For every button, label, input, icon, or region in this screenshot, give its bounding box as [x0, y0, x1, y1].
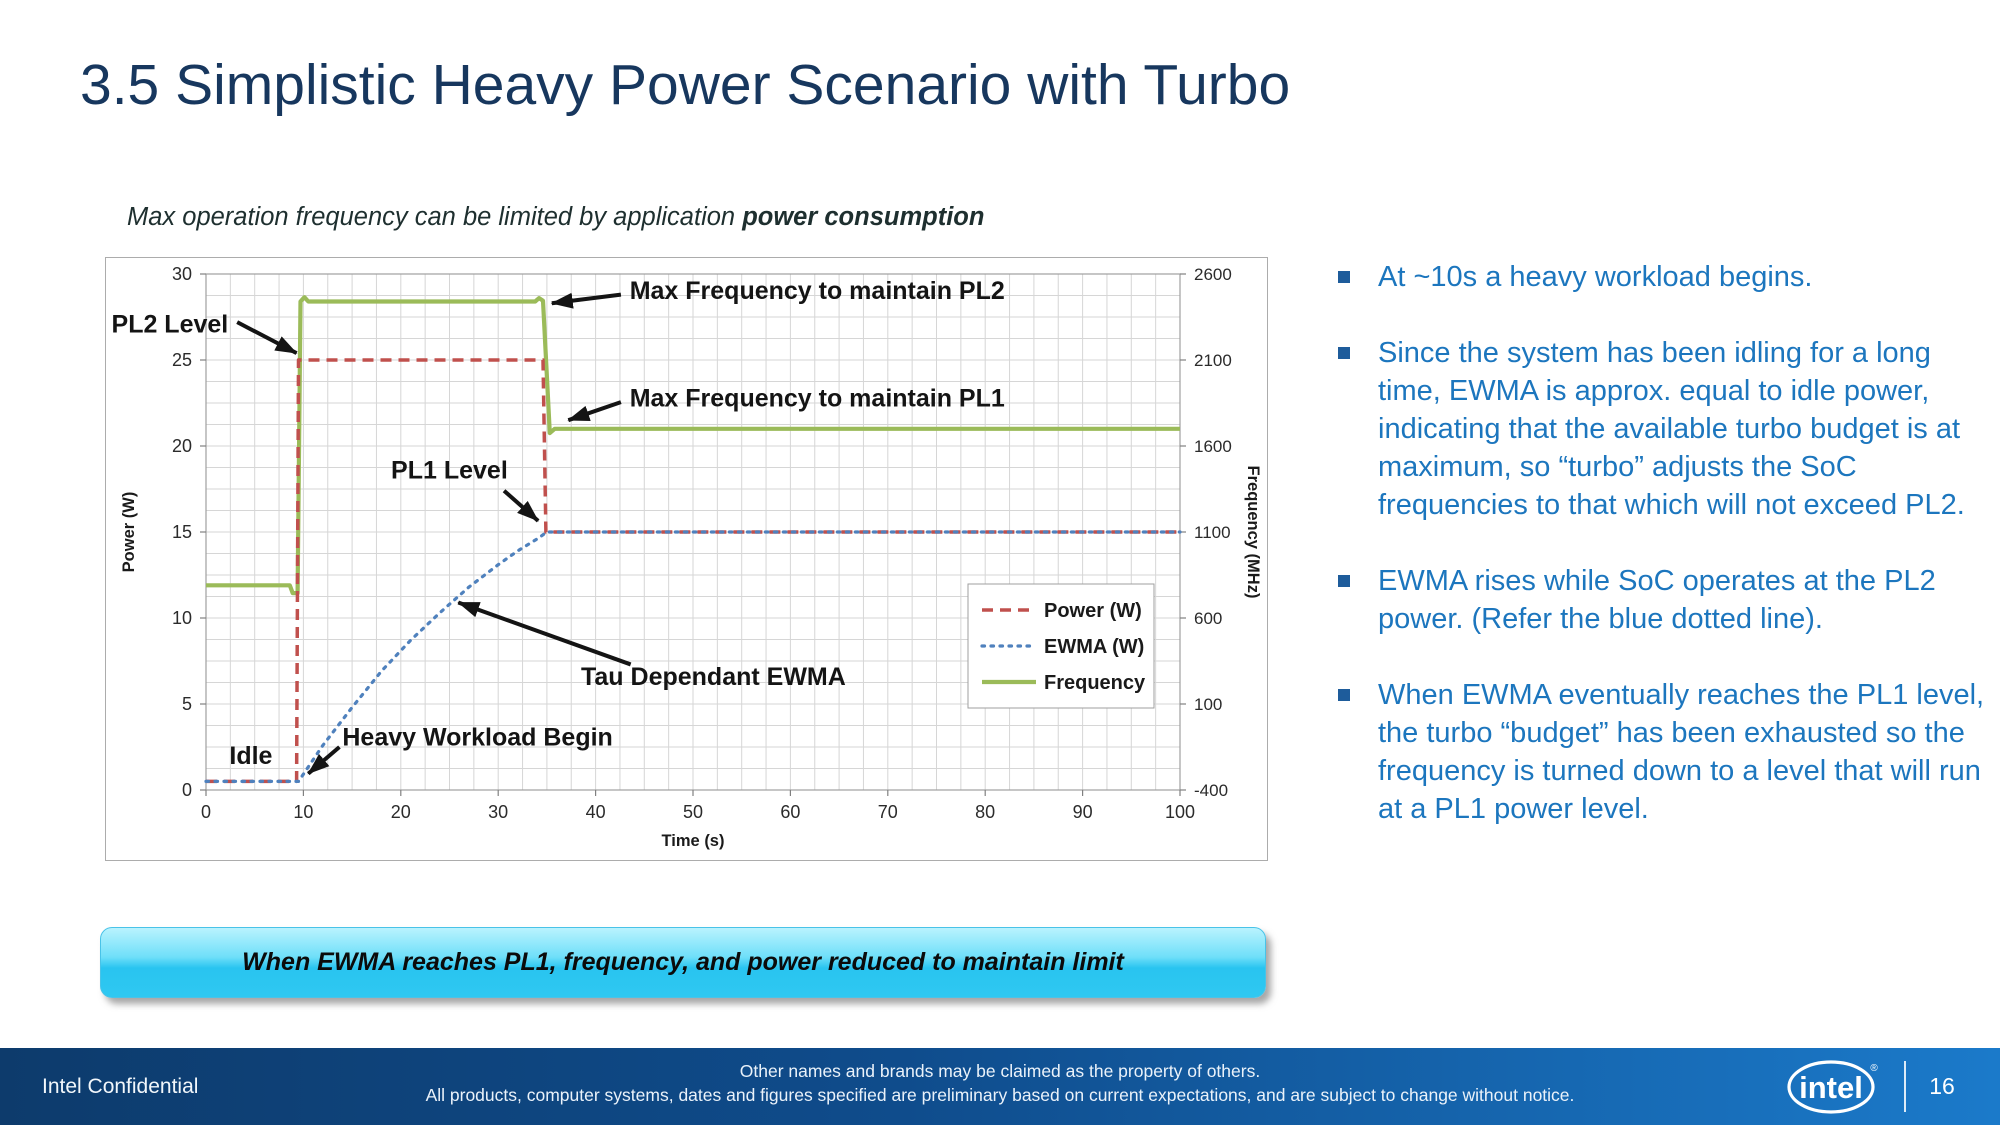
bullet-text: EWMA rises while SoC operates at the PL2… — [1378, 565, 1936, 635]
svg-text:Power (W): Power (W) — [1044, 600, 1142, 622]
page-title: 3.5 Simplistic Heavy Power Scenario with… — [80, 53, 1291, 117]
bullet-item: Since the system has been idling for a l… — [1338, 334, 1990, 524]
svg-text:Heavy Workload Begin: Heavy Workload Begin — [342, 723, 612, 751]
svg-text:1100: 1100 — [1194, 523, 1231, 542]
svg-text:1600: 1600 — [1194, 437, 1232, 456]
svg-text:10: 10 — [172, 608, 192, 628]
svg-text:600: 600 — [1194, 609, 1222, 628]
svg-text:20: 20 — [391, 802, 411, 822]
footer-bar: Intel Confidential Other names and brand… — [0, 1048, 2000, 1125]
svg-text:2100: 2100 — [1194, 351, 1232, 370]
svg-text:Tau Dependant EWMA: Tau Dependant EWMA — [581, 663, 846, 691]
svg-text:100: 100 — [1194, 695, 1222, 714]
bullet-square-icon — [1338, 689, 1350, 701]
svg-text:80: 80 — [975, 802, 995, 822]
bullet-square-icon — [1338, 347, 1350, 359]
svg-text:25: 25 — [172, 350, 192, 370]
svg-text:50: 50 — [683, 802, 703, 822]
svg-text:30: 30 — [172, 264, 192, 284]
svg-text:-400: -400 — [1194, 781, 1228, 800]
svg-text:5: 5 — [182, 694, 192, 714]
svg-text:70: 70 — [878, 802, 898, 822]
bullet-square-icon — [1338, 575, 1350, 587]
svg-text:Frequency (MHz): Frequency (MHz) — [1244, 466, 1262, 599]
svg-text:90: 90 — [1073, 802, 1093, 822]
svg-text:20: 20 — [172, 436, 192, 456]
key-message-banner: When EWMA reaches PL1, frequency, and po… — [100, 927, 1266, 998]
svg-text:15: 15 — [172, 522, 192, 542]
bullet-square-icon — [1338, 271, 1350, 283]
svg-text:0: 0 — [201, 802, 211, 822]
svg-text:2600: 2600 — [1194, 265, 1232, 284]
svg-text:PL1 Level: PL1 Level — [391, 457, 508, 485]
bullet-item: At ~10s a heavy workload begins. — [1338, 258, 1990, 296]
slide-subtitle: Max operation frequency can be limited b… — [127, 203, 984, 232]
svg-text:Max Frequency to maintain PL1: Max Frequency to maintain PL1 — [630, 384, 1005, 412]
svg-text:40: 40 — [586, 802, 606, 822]
bullet-text: Since the system has been idling for a l… — [1378, 337, 1965, 521]
svg-text:100: 100 — [1165, 802, 1195, 822]
bullet-text: At ~10s a heavy workload begins. — [1378, 261, 1813, 293]
intel-logo-text: intel — [1799, 1070, 1863, 1105]
svg-text:Max Frequency to maintain PL2: Max Frequency to maintain PL2 — [630, 277, 1005, 305]
subtitle-plain: Max operation frequency can be limited b… — [127, 203, 743, 231]
bullet-text: When EWMA eventually reaches the PL1 lev… — [1378, 679, 1985, 825]
bullet-list: At ~10s a heavy workload begins. Since t… — [1338, 258, 1990, 866]
chart-svg: 0 10 20 30 40 50 60 70 80 90 100 Time (s) 0 5 10 15 20 25… — [112, 264, 1262, 850]
svg-text:PL2 Level: PL2 Level — [112, 310, 229, 338]
svg-text:10: 10 — [293, 802, 313, 822]
banner-text: When EWMA reaches PL1, frequency, and po… — [242, 948, 1124, 976]
svg-text:0: 0 — [182, 780, 192, 800]
bullet-item: EWMA rises while SoC operates at the PL2… — [1338, 562, 1990, 638]
intel-logo: intel ® — [1787, 1060, 1878, 1114]
svg-text:Idle: Idle — [229, 742, 272, 770]
svg-text:Frequency: Frequency — [1044, 672, 1146, 694]
power-frequency-chart: 0 10 20 30 40 50 60 70 80 90 100 Time (s) 0 5 10 15 20 25… — [105, 257, 1268, 861]
svg-text:Time (s): Time (s) — [662, 832, 725, 850]
svg-text:Power (W): Power (W) — [120, 492, 138, 573]
intel-confidential-label: Intel Confidential — [42, 1074, 199, 1098]
svg-text:30: 30 — [488, 802, 508, 822]
footer-disclaimer-line2: All products, computer systems, dates an… — [425, 1085, 1575, 1105]
footer-disclaimer: Other names and brands may be claimed as… — [0, 1059, 2000, 1107]
svg-text:60: 60 — [780, 802, 800, 822]
bullet-item: When EWMA eventually reaches the PL1 lev… — [1338, 676, 1990, 828]
subtitle-bold: power consumption — [742, 203, 985, 231]
page-number: 16 — [1929, 1073, 1955, 1099]
footer-disclaimer-line1: Other names and brands may be claimed as… — [739, 1061, 1261, 1081]
svg-text:EWMA (W): EWMA (W) — [1044, 636, 1144, 658]
footer-divider — [1904, 1061, 1906, 1112]
svg-text:®: ® — [1870, 1063, 1878, 1074]
